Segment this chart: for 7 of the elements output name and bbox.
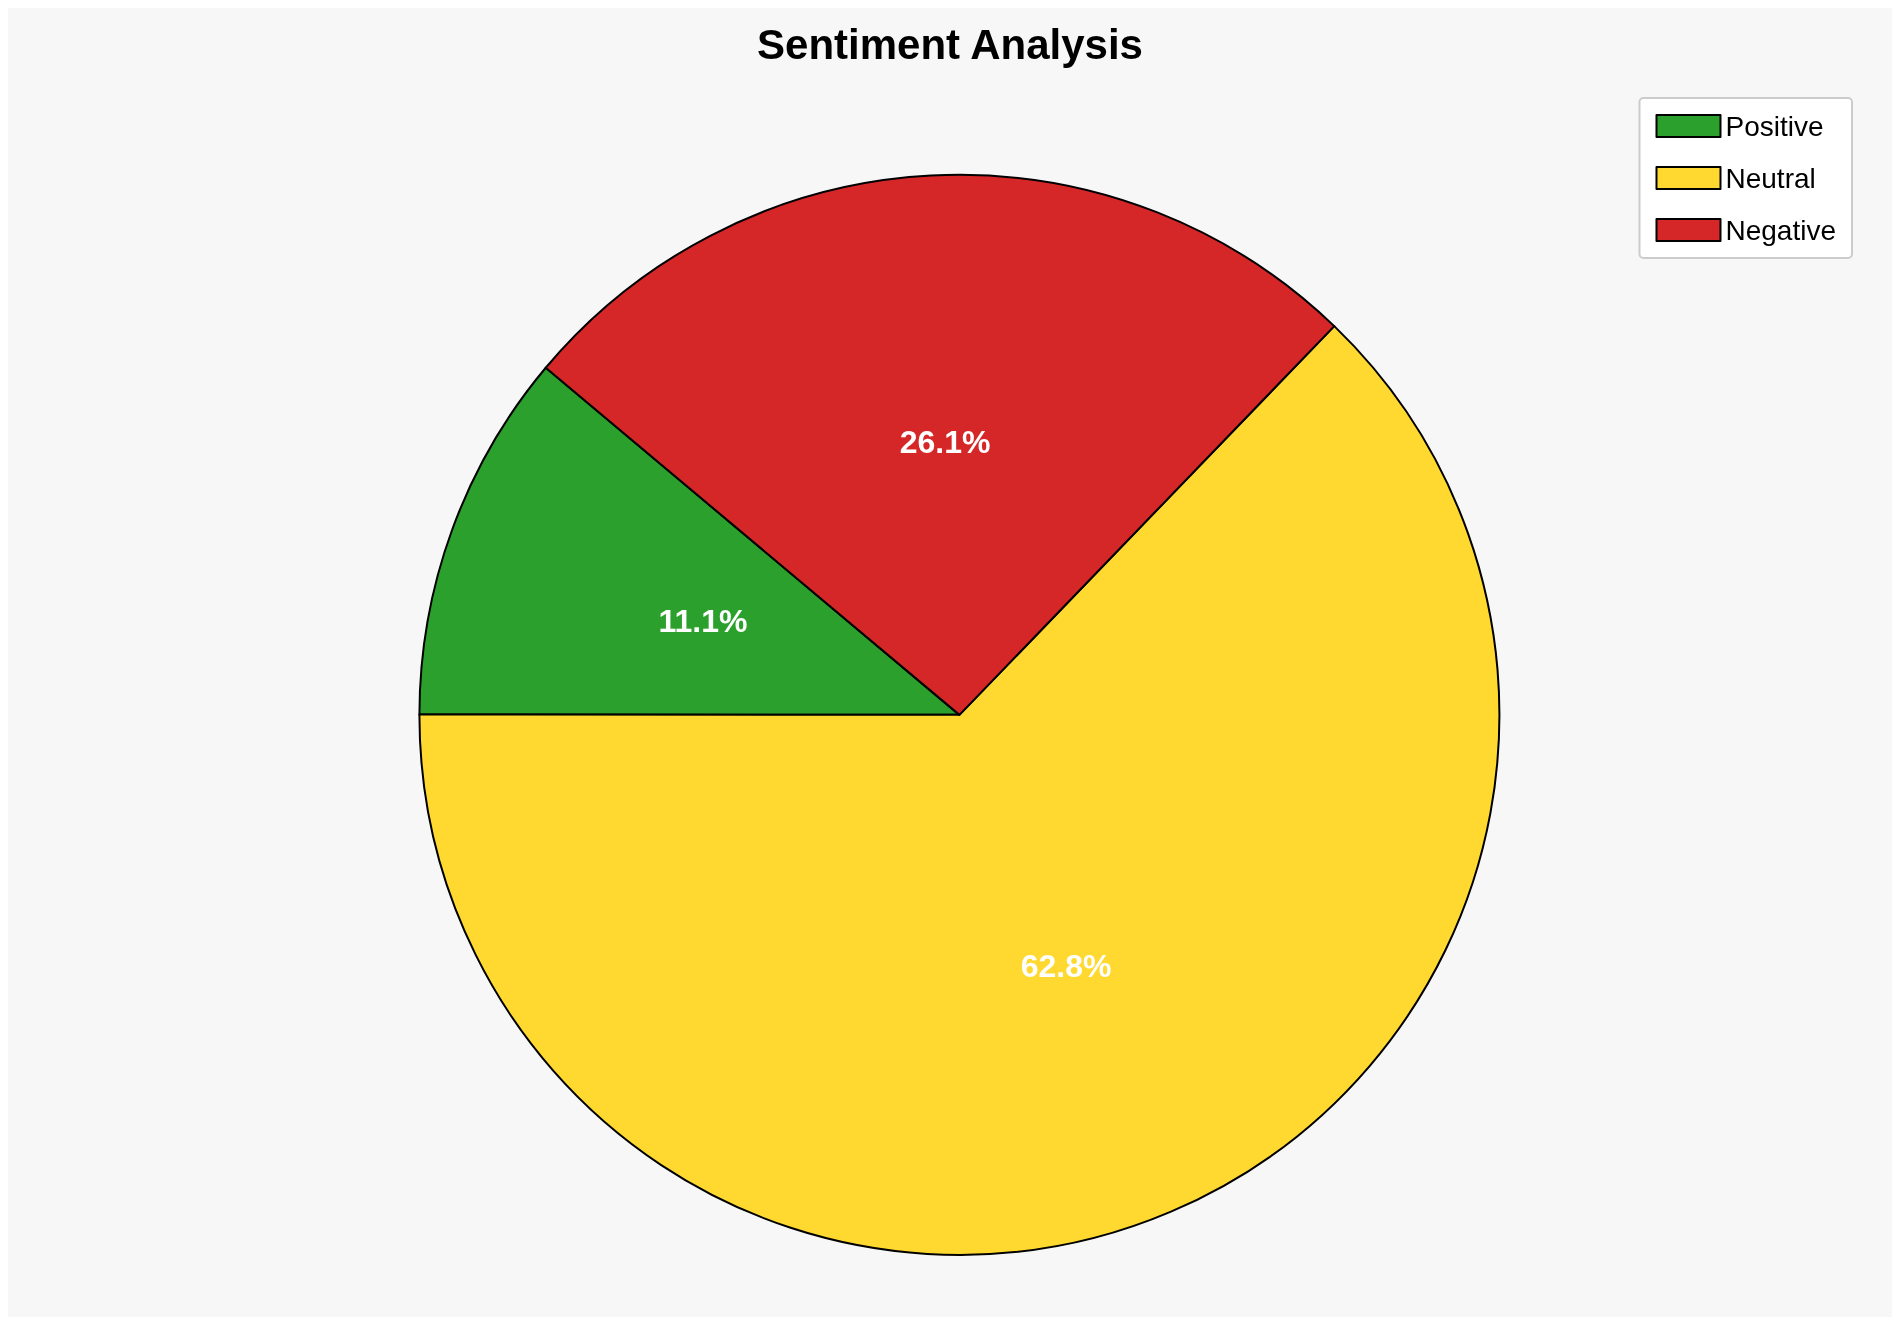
legend-label: Neutral: [1725, 162, 1816, 194]
legend-label: Positive: [1725, 110, 1824, 142]
chart-title: Sentiment Analysis: [757, 20, 1143, 68]
data-label: 11.1%: [658, 603, 748, 640]
data-label: 26.1%: [899, 424, 991, 461]
legend-label: Negative: [1725, 214, 1837, 246]
data-label: 62.8%: [1020, 948, 1112, 985]
